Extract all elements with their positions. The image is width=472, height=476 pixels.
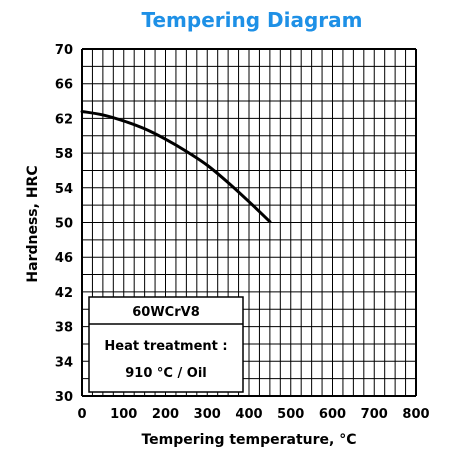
x-tick-labels: 0 100 200 300 400 500 600 700 800 [77, 407, 429, 422]
y-tick-label: 58 [55, 147, 73, 162]
hardness-curve [80, 109, 272, 224]
x-tick-label: 0 [77, 407, 86, 422]
y-tick-label: 42 [55, 286, 73, 301]
y-tick-label: 38 [55, 321, 73, 336]
x-tick-label: 500 [277, 407, 304, 422]
x-tick-label: 200 [152, 407, 179, 422]
annotation-box: 60WCrV8 Heat treatment : 910 °C / Oil [88, 296, 244, 393]
heat-treatment-value: 910 °C / Oil [125, 366, 206, 381]
x-tick-label: 800 [402, 407, 429, 422]
y-axis-label: Hardness, HRC [25, 165, 41, 282]
x-tick-label: 700 [361, 407, 388, 422]
heat-treatment-label: Heat treatment : [104, 339, 227, 354]
y-tick-label: 30 [55, 390, 73, 405]
x-tick-label: 600 [319, 407, 346, 422]
annotation-border [88, 296, 244, 393]
y-tick-label: 70 [55, 43, 73, 58]
y-tick-labels: 30 34 38 42 46 50 54 58 62 66 70 [55, 43, 73, 405]
x-tick-label: 100 [110, 407, 137, 422]
x-tick-label: 300 [194, 407, 221, 422]
y-tick-label: 54 [55, 182, 73, 197]
x-axis-label: Tempering temperature, °C [141, 432, 356, 448]
y-tick-label: 46 [55, 251, 73, 266]
y-tick-label: 66 [55, 78, 73, 93]
y-tick-label: 50 [55, 217, 73, 232]
x-tick-label: 400 [235, 407, 262, 422]
steel-grade-label: 60WCrV8 [132, 305, 200, 320]
y-tick-label: 34 [55, 355, 73, 370]
chart-title: Tempering Diagram [142, 8, 363, 32]
y-tick-label: 62 [55, 112, 73, 127]
